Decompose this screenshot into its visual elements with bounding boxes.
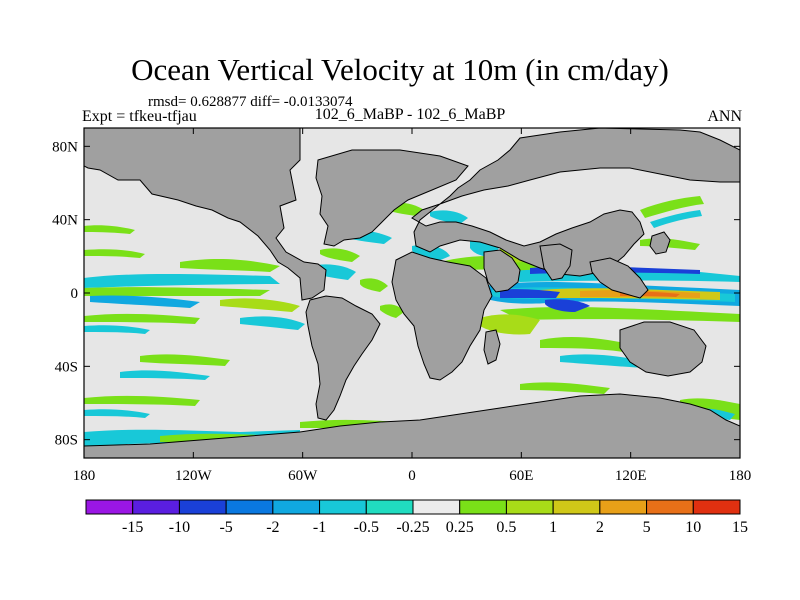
land-arabia xyxy=(483,249,521,293)
colorbar-swatch xyxy=(459,499,507,515)
colorbar-swatch xyxy=(85,499,134,515)
y-tick-label: 40S xyxy=(55,359,78,375)
colorbar-swatch xyxy=(132,499,180,515)
x-tick-label: 120E xyxy=(615,468,647,484)
land-masses xyxy=(84,128,740,458)
land-india xyxy=(539,243,573,281)
colorbar-label: 0.5 xyxy=(496,519,516,536)
land-se-asia xyxy=(589,257,649,299)
colorbar-swatch xyxy=(319,499,367,515)
colorbar-label: 0.25 xyxy=(446,519,474,536)
land-africa xyxy=(391,251,493,381)
land-south-america xyxy=(305,295,381,421)
land-australia xyxy=(619,321,707,377)
x-tick-label: 120W xyxy=(175,468,213,484)
colorbar-swatch xyxy=(552,499,601,515)
colorbar-label: 1 xyxy=(549,519,557,536)
colorbar-swatch xyxy=(225,499,274,515)
colorbar-swatch xyxy=(599,499,648,515)
x-tick-label: 180 xyxy=(729,468,752,484)
y-tick-label: 40N xyxy=(52,213,78,229)
map-title: Ocean Vertical Velocity at 10m (in cm/da… xyxy=(131,52,669,87)
colorbar-label: -10 xyxy=(169,519,190,536)
colorbar-label: -15 xyxy=(122,519,143,536)
colorbar-swatch xyxy=(412,499,461,515)
x-tick-label: 180 xyxy=(73,468,96,484)
y-tick-label: 80S xyxy=(55,433,78,449)
land-eurasia xyxy=(411,128,740,277)
colorbar-label: -0.25 xyxy=(396,519,429,536)
y-tick-label: 80N xyxy=(52,139,78,155)
colorbar-swatch xyxy=(272,499,321,515)
colorbar-label: -5 xyxy=(219,519,232,536)
colorbar-swatch xyxy=(646,499,694,515)
land-north-america xyxy=(84,128,327,301)
y-tick-label: 0 xyxy=(71,286,79,302)
season-label: ANN xyxy=(707,108,742,125)
x-tick-label: 60E xyxy=(509,468,533,484)
colorbar-label: 15 xyxy=(732,519,748,536)
axis-ticks xyxy=(83,128,741,458)
colorbar-label: 5 xyxy=(643,519,651,536)
colorbar-swatch xyxy=(692,499,741,515)
case-label: 102_6_MaBP - 102_6_MaBP xyxy=(314,106,506,123)
experiment-label: Expt = tfkeu-tfjau xyxy=(82,108,197,125)
colorbar-label: -1 xyxy=(313,519,326,536)
colorbar-swatch xyxy=(505,499,554,515)
colorbar-label: 10 xyxy=(685,519,701,536)
colorbar-label: 2 xyxy=(596,519,604,536)
colorbar-label: -0.5 xyxy=(354,519,379,536)
colorbar-swatch xyxy=(365,499,414,515)
stats-line: rmsd= 0.628877 diff= -0.0133074 xyxy=(148,94,353,110)
land-madagascar xyxy=(483,329,501,365)
land-antarctica xyxy=(84,393,740,458)
land-greenland xyxy=(315,149,469,247)
x-tick-label: 0 xyxy=(408,468,416,484)
x-tick-label: 60W xyxy=(288,468,318,484)
land-japan xyxy=(649,231,671,255)
colorbar-swatch xyxy=(178,499,227,515)
colorbar-label: -2 xyxy=(266,519,279,536)
